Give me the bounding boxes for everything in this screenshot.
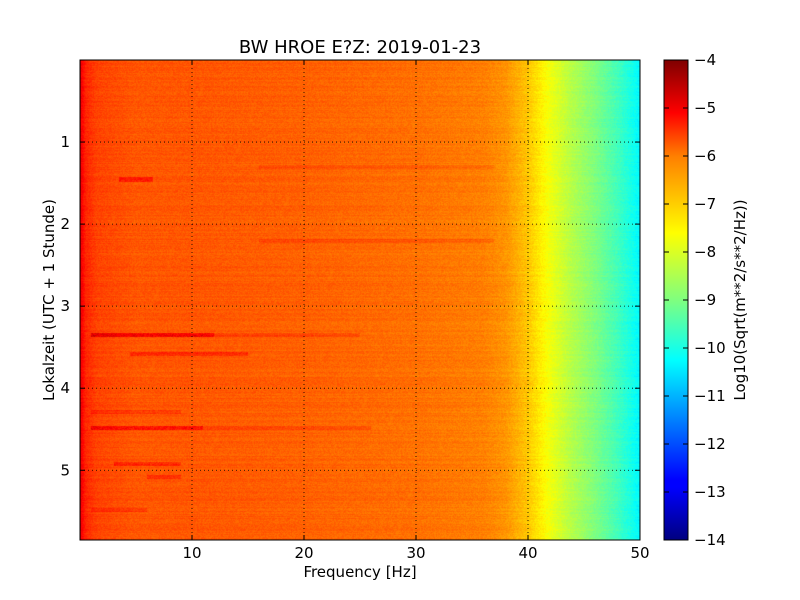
plot-frame bbox=[79, 59, 641, 541]
y-axis-ticks: 1 2 3 4 5 bbox=[60, 133, 640, 479]
colorbar-tick-label: −6 bbox=[694, 147, 716, 165]
colorbar-tick-label: −13 bbox=[694, 483, 726, 501]
grid-lines bbox=[80, 60, 640, 540]
y-tick-label: 5 bbox=[60, 461, 70, 479]
colorbar-tick-label: −9 bbox=[694, 291, 716, 309]
y-axis-label: Lokalzeit (UTC + 1 Stunde) bbox=[40, 199, 58, 401]
x-tick-label: 50 bbox=[630, 544, 649, 562]
colorbar-tick-label: −11 bbox=[694, 387, 726, 405]
colorbar-tick-label: −4 bbox=[694, 51, 716, 69]
colorbar-tick-label: −10 bbox=[694, 339, 726, 357]
y-tick-label: 1 bbox=[60, 133, 70, 151]
colorbar-ticks: −4 −5 −6 −7 −8 −9 −10 −11 −12 −13 −14 bbox=[664, 51, 726, 549]
x-tick-label: 20 bbox=[294, 544, 313, 562]
y-tick-label: 4 bbox=[60, 379, 70, 397]
colorbar-tick-label: −7 bbox=[694, 195, 716, 213]
x-tick-label: 10 bbox=[182, 544, 201, 562]
x-tick-label: 30 bbox=[406, 544, 425, 562]
heatmap-canvas bbox=[80, 60, 640, 540]
colorbar-tick-label: −8 bbox=[694, 243, 716, 261]
colorbar-tick-label: −14 bbox=[694, 531, 726, 549]
colorbar-label: Log10(Sqrt(m**2/s**2/Hz)) bbox=[731, 199, 749, 400]
x-axis-label: Frequency [Hz] bbox=[303, 563, 416, 581]
y-tick-label: 3 bbox=[60, 297, 70, 315]
heatmap-area bbox=[80, 60, 640, 540]
chart-title: BW HROE E?Z: 2019-01-23 bbox=[239, 37, 481, 58]
colorbar-tick-label: −12 bbox=[694, 435, 726, 453]
colorbar-tick-label: −5 bbox=[694, 99, 716, 117]
y-tick-label: 2 bbox=[60, 215, 70, 233]
x-tick-label: 40 bbox=[518, 544, 537, 562]
colorbar: −4 −5 −6 −7 −8 −9 −10 −11 −12 −13 −14 Log10(Sqrt(m… bbox=[663, 51, 749, 549]
x-axis-ticks: 10 20 30 40 50 bbox=[182, 60, 650, 562]
